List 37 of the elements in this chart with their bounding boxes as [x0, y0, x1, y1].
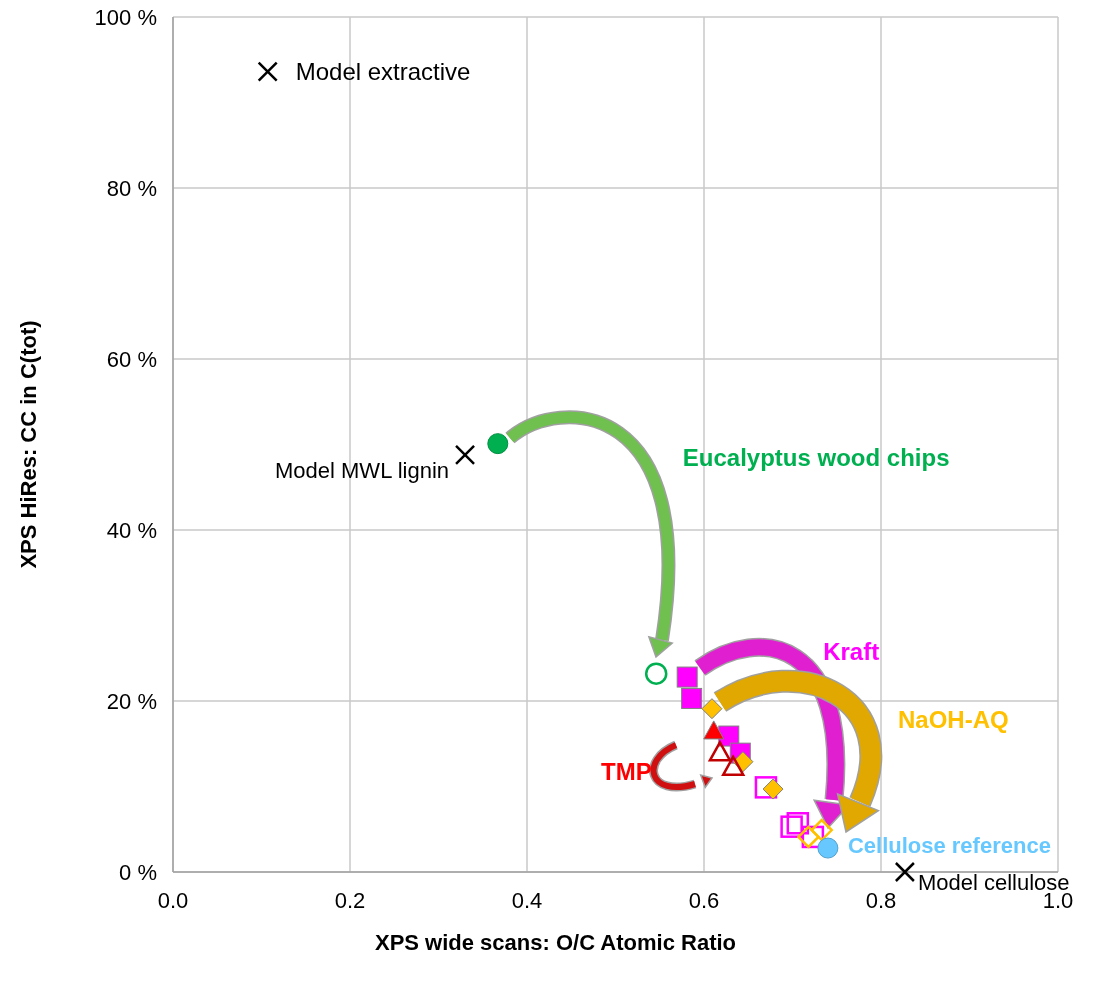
text: TMP — [601, 757, 652, 785]
x-tick-label: 0.4 — [511, 888, 543, 913]
point — [754, 776, 778, 799]
point — [703, 720, 725, 740]
point — [817, 837, 839, 859]
point — [797, 825, 820, 849]
x-tick-label: 0.6 — [688, 888, 720, 913]
y-tick-label: 0 % — [119, 860, 157, 885]
point — [701, 698, 723, 720]
y-axis-title: XPS HiRes: CC in C(tot) — [16, 320, 41, 569]
point — [487, 433, 509, 455]
point — [786, 812, 810, 835]
y-tick-label: 20 % — [106, 689, 157, 714]
series-label: Cellulose reference — [847, 833, 1051, 859]
series-label: Model MWL lignin — [275, 457, 450, 483]
point — [708, 741, 732, 762]
y-tick-label: 40 % — [106, 518, 157, 543]
point — [676, 666, 698, 688]
point — [681, 687, 703, 709]
x-tick-label: 0.2 — [334, 888, 366, 913]
text: NaOH-AQ — [897, 705, 1009, 733]
x-axis-title: XPS wide scans: O/C Atomic Ratio — [374, 930, 737, 955]
x-tick-label: 0.8 — [865, 888, 897, 913]
text: Eucalyptus wood chips — [682, 443, 950, 471]
point — [721, 755, 745, 777]
point — [454, 444, 476, 466]
y-tick-label: 60 % — [106, 347, 157, 372]
x-tick-label: 0.0 — [157, 888, 189, 913]
point — [257, 61, 278, 82]
y-tick-label: 80 % — [106, 176, 157, 201]
point — [644, 662, 668, 685]
series-label: Model extractive — [295, 57, 471, 85]
text: Kraft — [823, 638, 880, 666]
point — [762, 778, 784, 800]
point — [810, 818, 833, 842]
point — [894, 861, 916, 883]
y-tick-label: 100 % — [94, 5, 157, 30]
